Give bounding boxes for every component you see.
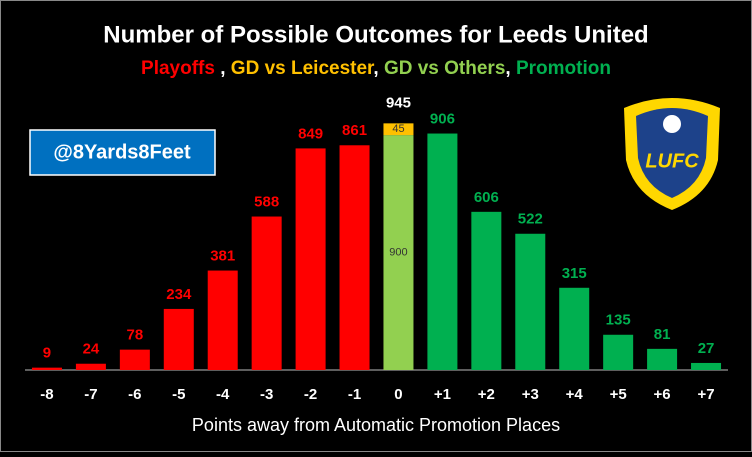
value-label: 381 — [210, 248, 235, 265]
bar — [295, 148, 326, 370]
chart-title: Number of Possible Outcomes for Leeds Un… — [103, 21, 648, 48]
value-label: 135 — [606, 312, 631, 329]
bar — [559, 287, 590, 370]
legend-entry: GD vs Leicester — [231, 58, 375, 79]
value-label: 9 — [43, 345, 51, 362]
bar — [427, 133, 458, 370]
logo: LUFC — [624, 98, 720, 210]
value-label: 234 — [166, 286, 192, 303]
segment-label: 900 — [389, 246, 407, 258]
bar — [119, 349, 150, 370]
value-label: 78 — [127, 327, 144, 344]
value-label: 588 — [254, 194, 279, 211]
bar — [251, 216, 282, 370]
legend-entry: Playoffs — [141, 58, 215, 79]
value-label: 849 — [298, 125, 323, 142]
x-tick-label: -8 — [40, 386, 53, 403]
value-label: 606 — [474, 189, 499, 206]
logo-text: LUFC — [645, 150, 699, 172]
legend-separator: , — [215, 58, 231, 79]
bar — [339, 145, 370, 370]
legend-entry: Promotion — [516, 58, 611, 79]
watermark-box — [29, 129, 216, 176]
segment-label: 45 — [392, 123, 404, 135]
bar — [647, 348, 678, 370]
legend-separator: , — [505, 58, 516, 79]
bar — [603, 334, 634, 370]
bar — [383, 123, 414, 136]
value-label: 861 — [342, 122, 367, 139]
bar — [31, 367, 62, 370]
bar — [207, 270, 238, 370]
x-tick-label: -3 — [260, 386, 273, 403]
value-label: 24 — [83, 341, 100, 358]
x-tick-label: +2 — [478, 386, 495, 403]
legend-separator: , — [373, 58, 384, 79]
bar — [515, 233, 546, 370]
bar — [471, 211, 502, 370]
x-tick-label: -1 — [348, 386, 361, 403]
legend: Playoffs , GD vs Leicester, GD vs Others… — [141, 58, 611, 79]
bar — [383, 135, 414, 370]
x-tick-label: -5 — [172, 386, 185, 403]
x-tick-label: +1 — [434, 386, 451, 403]
x-tick-label: -7 — [84, 386, 97, 403]
x-tick-label: +4 — [566, 386, 584, 403]
x-tick-label: +5 — [610, 386, 627, 403]
value-label: 522 — [518, 211, 543, 228]
x-axis-label: Points away from Automatic Promotion Pla… — [192, 415, 560, 435]
logo-rose — [663, 115, 681, 133]
value-label: 906 — [430, 111, 455, 128]
bar — [163, 308, 194, 370]
bar — [691, 362, 722, 370]
x-tick-label: +3 — [522, 386, 539, 403]
bar — [75, 363, 106, 370]
value-label: 27 — [698, 340, 715, 357]
x-tick-label: -6 — [128, 386, 141, 403]
legend-entry: GD vs Others — [384, 58, 505, 79]
x-tick-label: 0 — [394, 386, 402, 403]
x-tick-label: -2 — [304, 386, 317, 403]
x-tick-label: +6 — [654, 386, 671, 403]
logo-inner — [636, 108, 708, 198]
x-tick-label: -4 — [216, 386, 230, 403]
value-label: 315 — [562, 265, 587, 282]
total-label: 945 — [386, 94, 411, 111]
watermark: @8Yards8Feet — [53, 141, 191, 163]
value-label: 81 — [654, 326, 671, 343]
x-tick-label: +7 — [697, 386, 714, 403]
